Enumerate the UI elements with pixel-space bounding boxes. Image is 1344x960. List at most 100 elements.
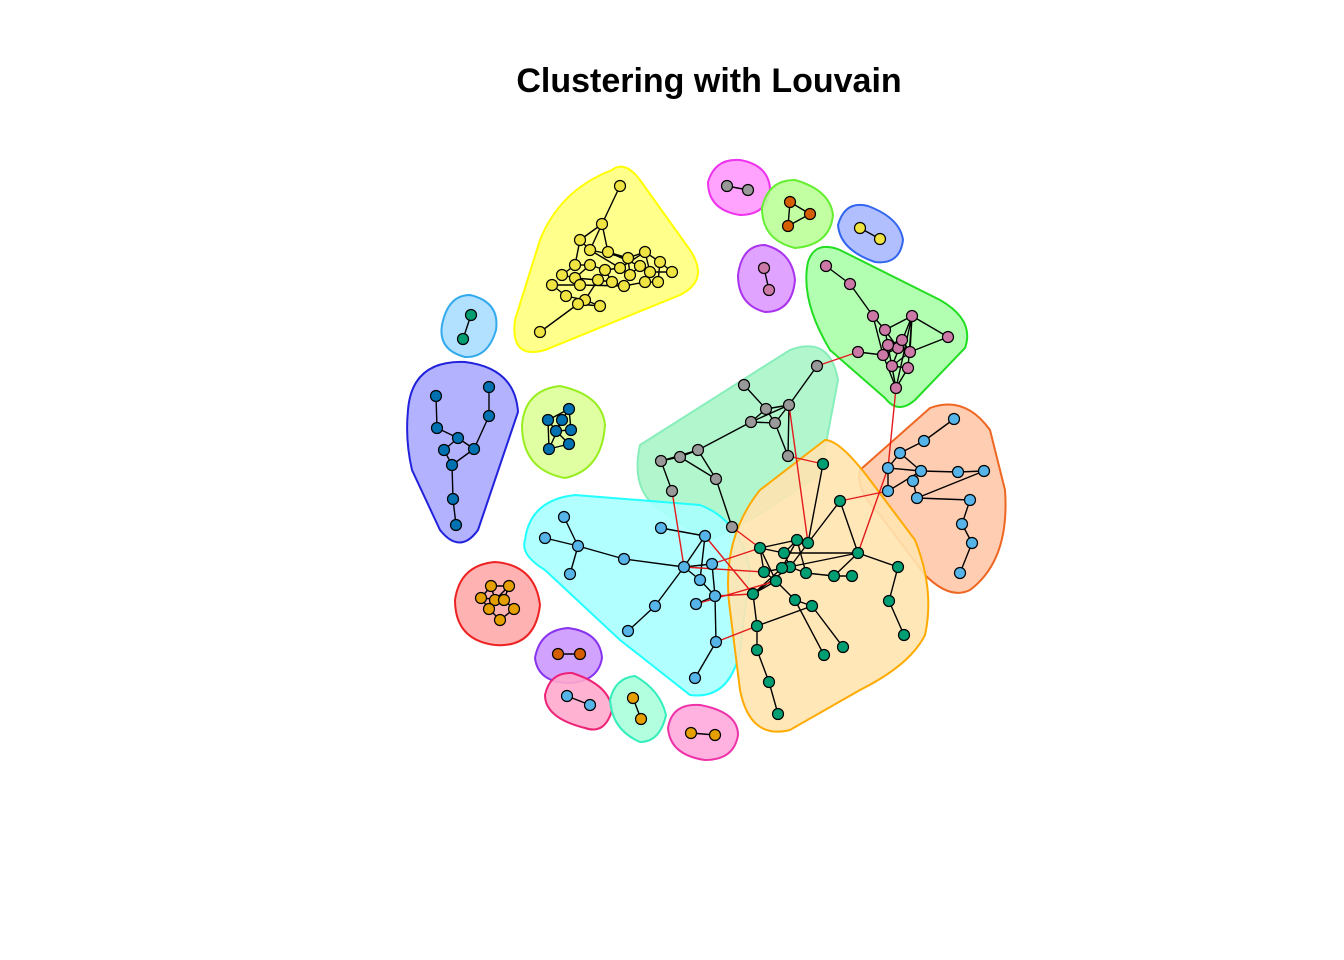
edge-cyan	[627, 605, 656, 632]
node-cyan-9	[693, 573, 707, 587]
node-yellow-1	[595, 217, 609, 231]
node-yellow-12	[613, 261, 627, 275]
cross-cluster-edge	[887, 387, 897, 469]
node-yellow-0	[613, 179, 627, 193]
node-yellow-8	[665, 265, 679, 279]
edge-cyan	[714, 595, 717, 643]
network-nodes	[429, 179, 991, 742]
node-orange-15	[805, 599, 819, 613]
node-cyan-15	[688, 671, 702, 685]
node-orange-0	[816, 457, 830, 471]
cluster-hull-orange	[727, 438, 930, 733]
cluster-hull-teal-small	[608, 674, 668, 744]
node-mint-8	[673, 450, 687, 464]
node-red-small-2	[474, 591, 488, 605]
node-cyan-0	[557, 510, 571, 524]
node-lime-mid-4	[564, 423, 578, 437]
node-green-pink-13	[881, 338, 895, 352]
node-lime-mid-1	[541, 413, 555, 427]
node-yellow-3	[583, 243, 597, 257]
node-pink-small-0	[560, 689, 574, 703]
node-orange-16	[750, 619, 764, 633]
node-orange-14	[788, 593, 802, 607]
edge-yellow	[579, 284, 625, 287]
node-green-pink-5	[941, 330, 955, 344]
edge-orange	[807, 500, 841, 544]
node-salmon-4	[914, 464, 928, 478]
node-cyan-3	[563, 567, 577, 581]
cross-cluster-edge	[704, 535, 754, 595]
node-orange-6	[851, 546, 865, 560]
node-lime-mid-5	[542, 442, 556, 456]
node-cyan-2	[571, 539, 585, 553]
node-orange-23	[762, 675, 776, 689]
node-cyan-5	[654, 521, 668, 535]
node-cyan-11	[689, 597, 703, 611]
node-salmon-11	[955, 517, 969, 531]
edge-orange	[759, 539, 798, 549]
node-salmon-0	[947, 412, 961, 426]
node-cyan-8	[705, 557, 719, 571]
edge-cyan	[683, 535, 706, 568]
node-salmon-3	[881, 461, 895, 475]
node-salmon-5	[951, 465, 965, 479]
node-yellow-4	[601, 245, 615, 259]
cross-cluster-edge	[671, 490, 685, 568]
edge-green-pink	[911, 315, 949, 338]
node-cyan-7	[677, 560, 691, 574]
node-yellow-25	[593, 299, 607, 313]
node-orange-7	[757, 565, 771, 579]
edge-orange	[811, 605, 844, 648]
cross-cluster-edge	[695, 580, 777, 605]
node-green-pink-14	[895, 333, 909, 347]
node-mint-3	[782, 398, 796, 412]
node-orange-11	[845, 569, 859, 583]
node-mint-0	[737, 378, 751, 392]
node-mint-1	[810, 359, 824, 373]
node-lime-mid-0	[562, 402, 576, 416]
node-yellow-15	[568, 258, 582, 272]
node-orange-9	[799, 566, 813, 580]
node-orange-3	[790, 533, 804, 547]
cluster-hulls	[406, 158, 1007, 762]
cross-cluster-edge	[714, 593, 754, 597]
node-lime-top-1	[803, 207, 817, 221]
node-blue-small-0	[853, 221, 867, 235]
node-teal-small-0	[626, 691, 640, 705]
node-orange-5	[777, 546, 791, 560]
cluster-hull-magenta-top	[706, 158, 772, 217]
edge-orange	[839, 500, 859, 554]
node-blue-small-1	[873, 232, 887, 246]
node-green-pink-12	[889, 381, 903, 395]
edge-yellow	[601, 185, 621, 225]
node-blue-big-0	[429, 389, 443, 403]
node-mint-11	[665, 484, 679, 498]
node-orange-18	[882, 594, 896, 608]
edge-orange	[807, 463, 824, 544]
node-salmon-12	[965, 536, 979, 550]
node-purple-small-1	[573, 647, 587, 661]
node-mint-7	[654, 454, 668, 468]
cluster-hull-lime-top	[760, 178, 835, 250]
node-cyan-12	[648, 599, 662, 613]
node-yellow-6	[638, 245, 652, 259]
node-orange-17	[891, 560, 905, 574]
node-yellow-19	[605, 275, 619, 289]
node-pink-small-1	[583, 698, 597, 712]
edge-salmon	[916, 470, 985, 499]
node-green-pink-7	[876, 348, 890, 362]
node-orange-25	[775, 561, 789, 575]
node-red-small-5	[482, 602, 496, 616]
node-green-pink-0	[819, 259, 833, 273]
node-yellow-2	[573, 233, 587, 247]
cluster-hull-blue-big	[406, 360, 520, 544]
node-yellow-26	[571, 297, 585, 311]
node-green-pink-3	[878, 323, 892, 337]
node-cyan-6	[698, 529, 712, 543]
node-mint-10	[781, 449, 795, 463]
node-green-pink-11	[901, 361, 915, 375]
edge-green-pink	[849, 283, 874, 317]
node-green-pink-9	[903, 345, 917, 359]
node-yellow-16	[555, 268, 569, 282]
node-mint-2	[759, 402, 773, 416]
